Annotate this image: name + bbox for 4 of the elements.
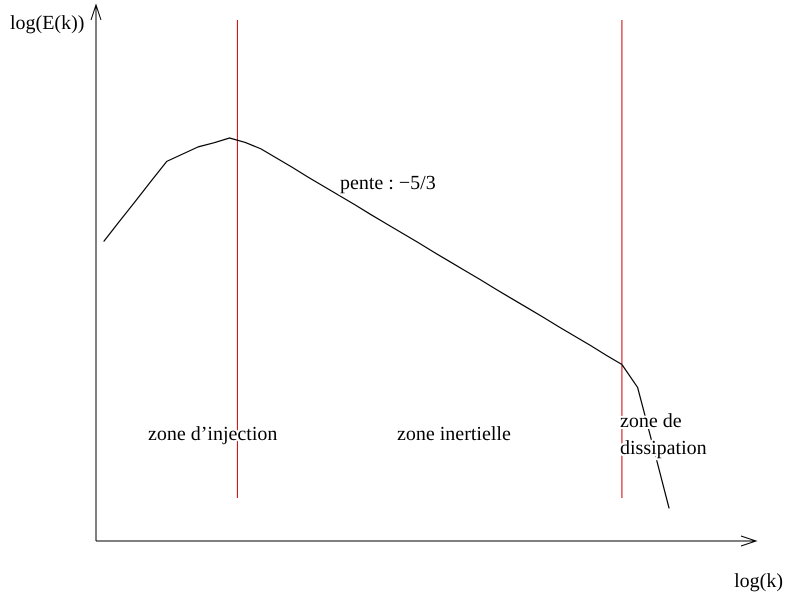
annotation: zone inertielle	[397, 423, 511, 445]
annotation: pente : −5/3	[340, 172, 436, 194]
x-axis-title: log(k)	[734, 570, 783, 592]
text: log(E(k))	[10, 12, 84, 34]
